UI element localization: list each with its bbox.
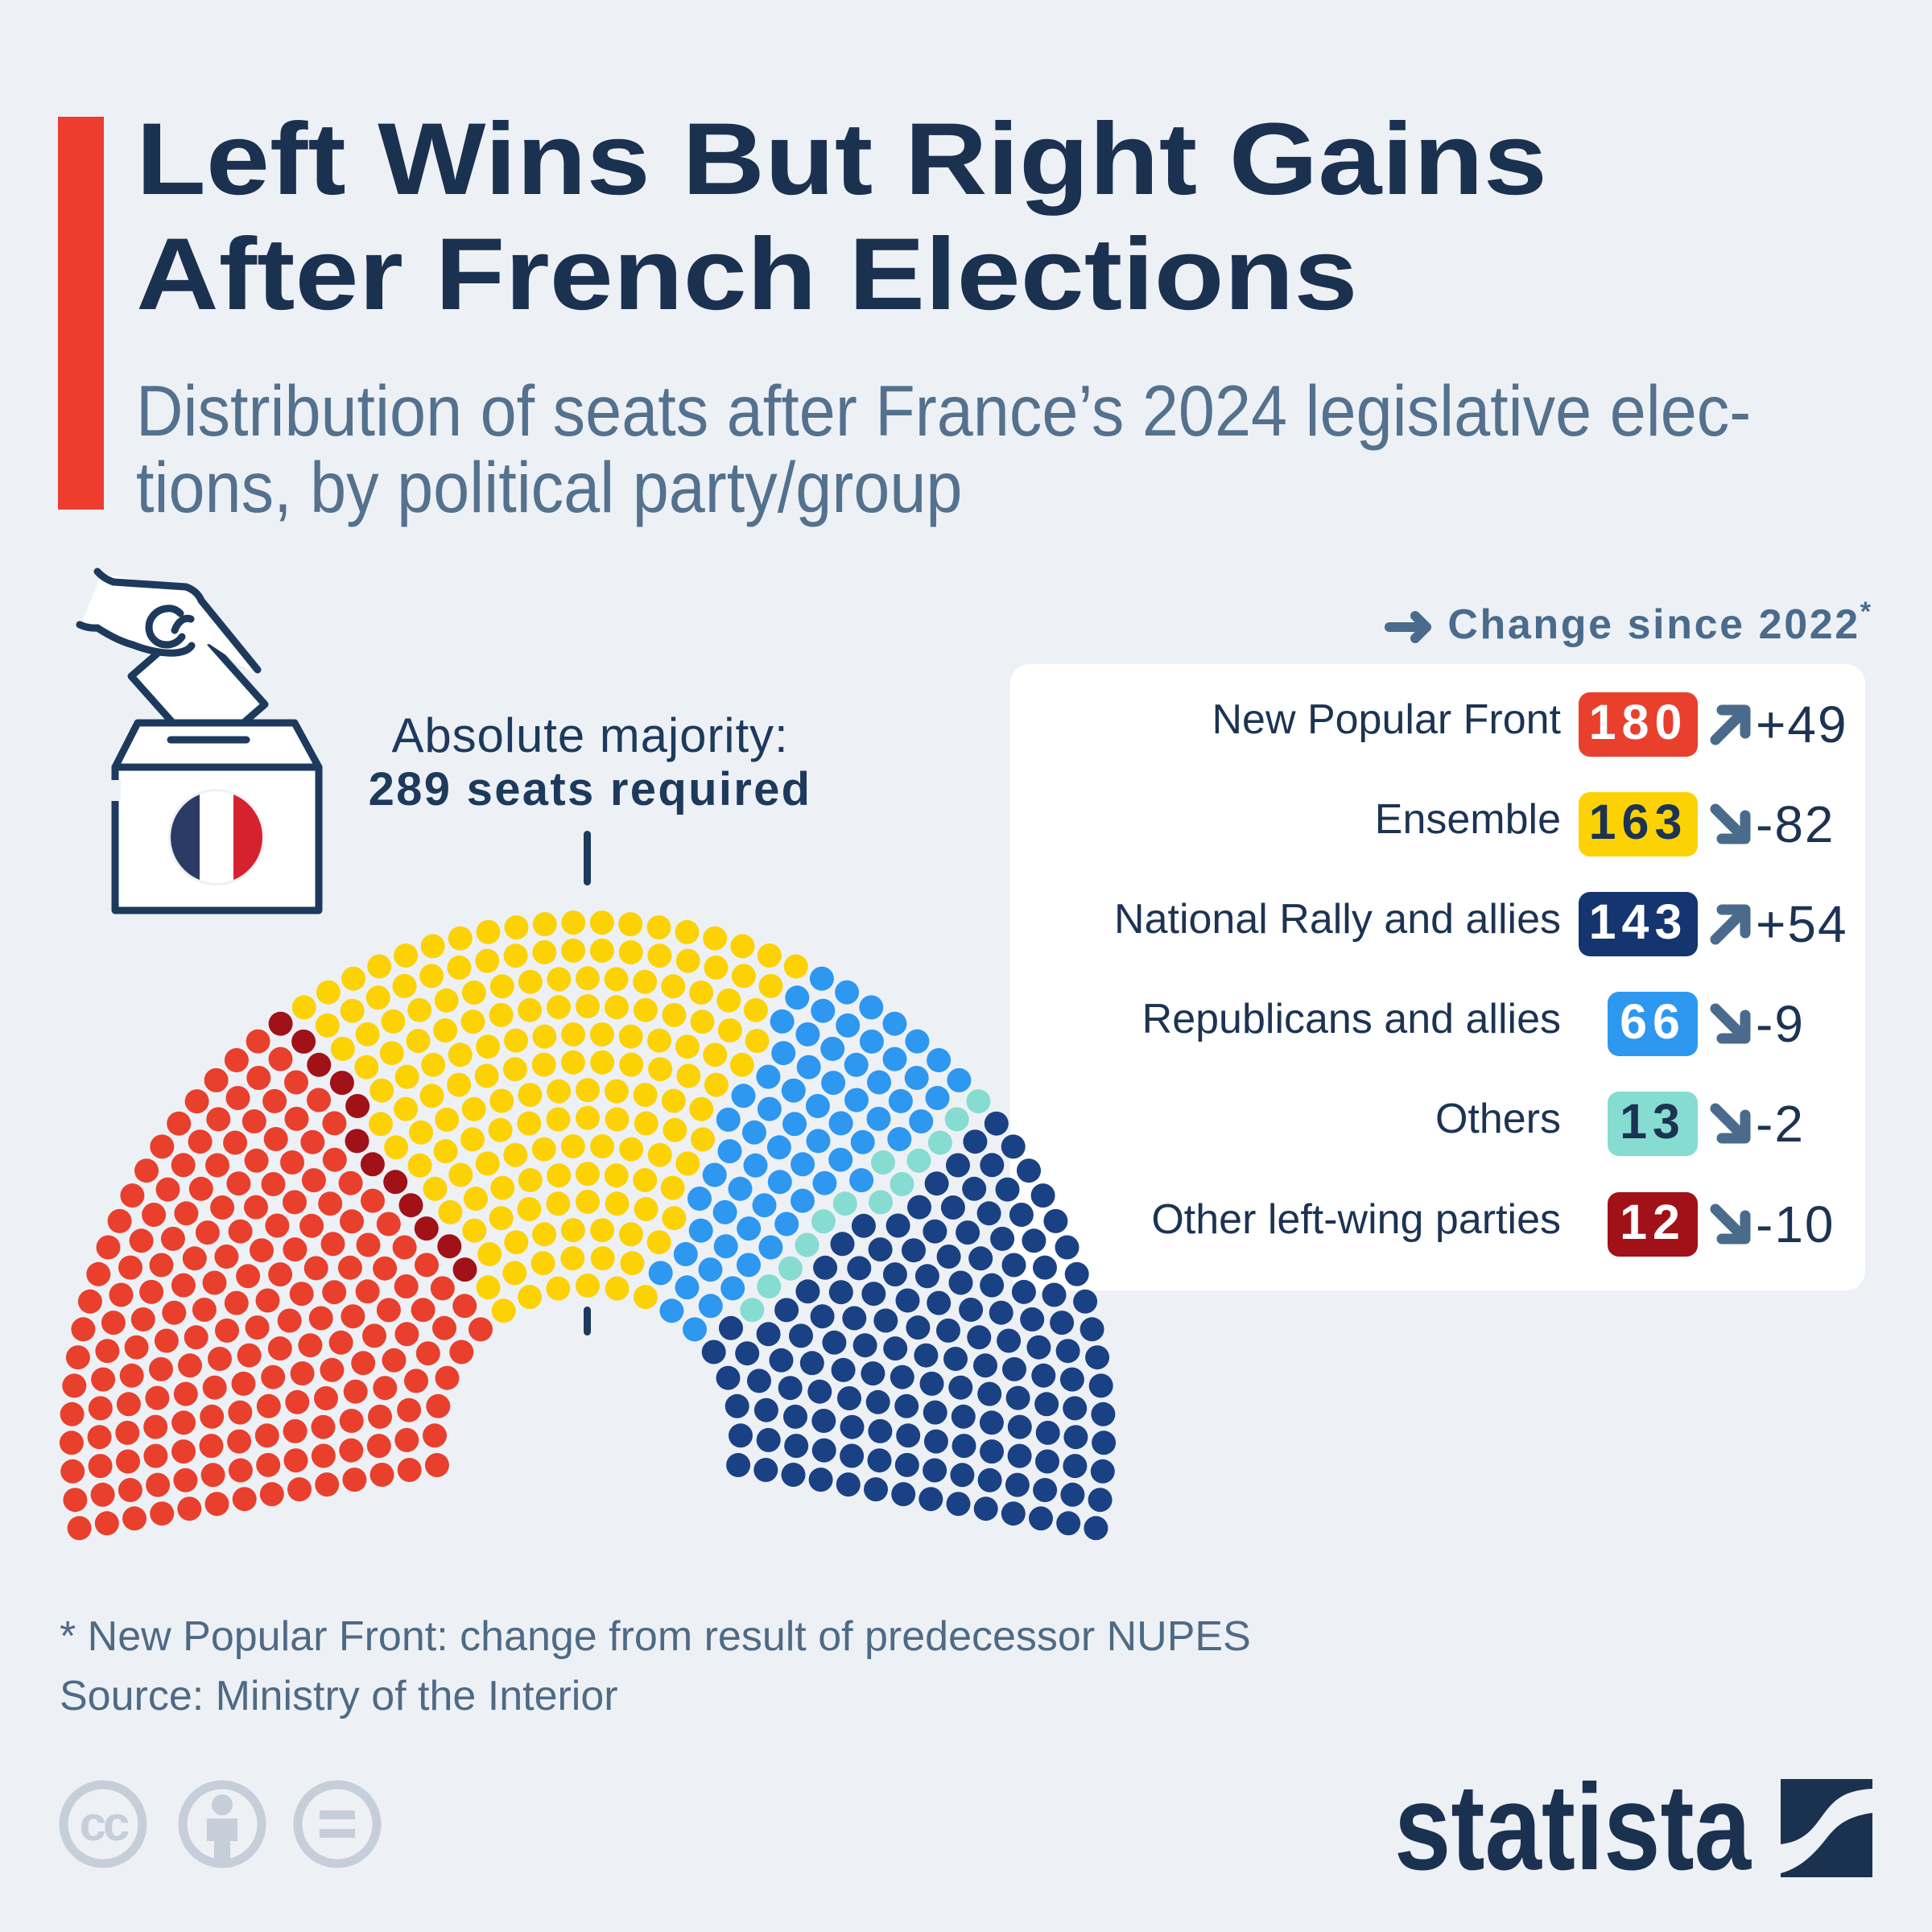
svg-text:statista: statista: [1394, 1759, 1752, 1884]
svg-text:cc: cc: [80, 1797, 129, 1851]
